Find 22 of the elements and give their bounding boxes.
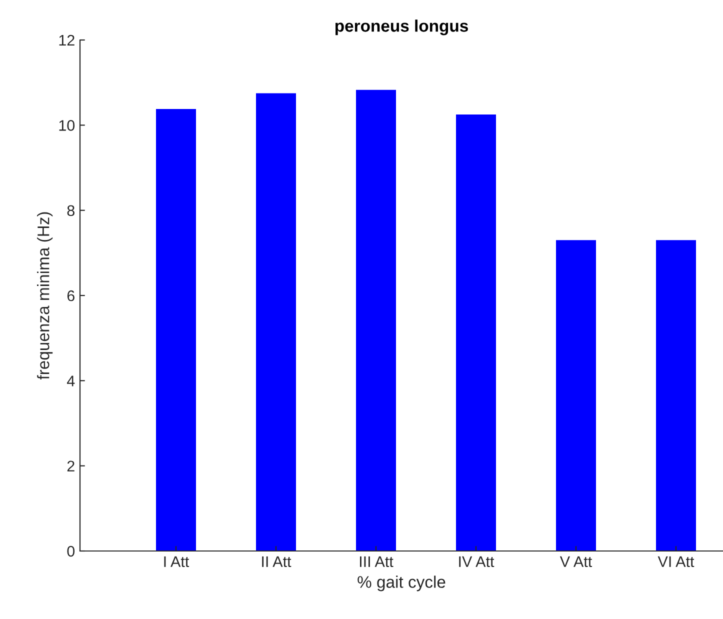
y-tick-label: 4 (66, 376, 75, 386)
y-tick-label: 10 (59, 120, 75, 131)
x-tick-label: II Att (262, 556, 292, 568)
y-tick-label: 2 (67, 460, 74, 472)
y-tick-label: 8 (67, 205, 74, 216)
y-tick-label: 0 (67, 546, 75, 557)
y-axis-title: frequenza minima (Hz) (37, 212, 53, 380)
bar (156, 108, 196, 551)
bar (256, 93, 296, 551)
chart-title: peroneus longus (335, 20, 468, 36)
bar (556, 240, 596, 551)
x-tick-label: IV Att (459, 556, 494, 568)
x-tick-label: I Att (164, 556, 190, 568)
y-tick-label: 6 (67, 290, 74, 302)
bar (456, 114, 496, 551)
y-tick-label: 12 (59, 34, 74, 46)
x-tick-label: V Att (560, 556, 592, 568)
x-tick-label: VI Att (658, 556, 694, 568)
bar (356, 90, 396, 551)
x-tick-label: III Att (360, 556, 394, 568)
x-axis-title: % gait cycle (358, 576, 446, 592)
bar (656, 240, 696, 551)
